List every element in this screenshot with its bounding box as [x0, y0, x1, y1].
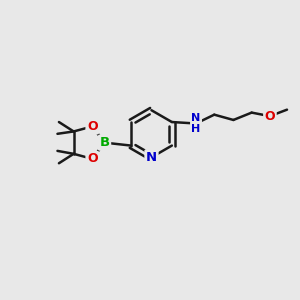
Text: O: O: [265, 110, 275, 123]
Text: O: O: [87, 152, 98, 165]
Text: B: B: [100, 136, 110, 149]
Text: N: N: [146, 151, 157, 164]
Text: O: O: [87, 120, 98, 133]
Text: N
H: N H: [191, 113, 201, 134]
